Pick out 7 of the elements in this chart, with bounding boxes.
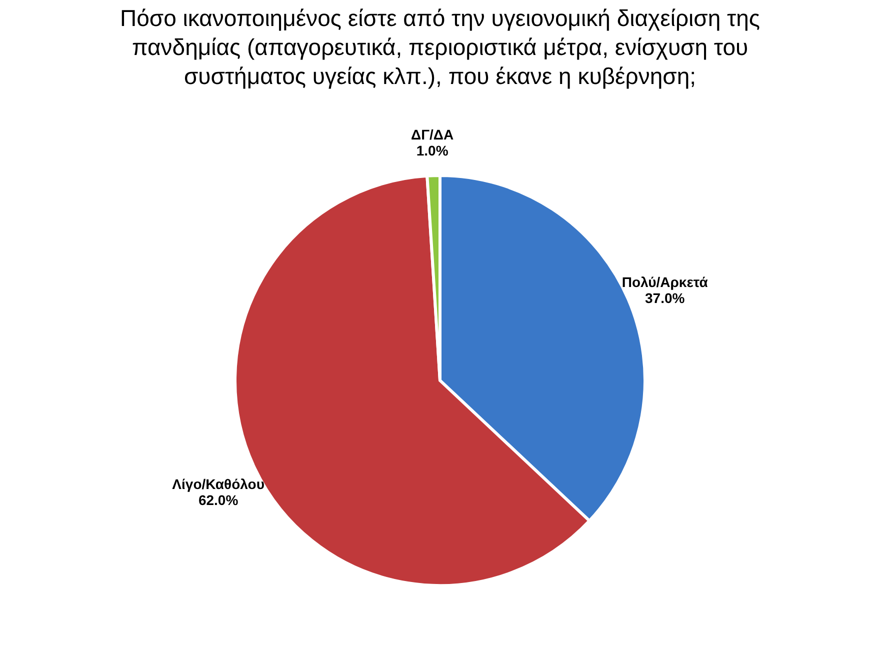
chart-title: Πόσο ικανοποιημένος είστε από την υγειονομική διαχείριση της πανδημίας (απαγορευτικά, περιοριστικά μέτρα, ενίσχυση του συστήματος υγείας κλπ.), που έκανε η κυβέρνηση; [120, 5, 760, 89]
slice-label: ΔΓ/ΔΑ [411, 126, 454, 143]
slice-label: Πολύ/Αρκετά [622, 274, 708, 290]
data-label: 62.0% [198, 492, 239, 508]
slice-label: Λίγο/Καθόλου [172, 476, 264, 492]
data-label: 37.0% [645, 290, 686, 306]
data-label: 1.0% [416, 142, 449, 159]
